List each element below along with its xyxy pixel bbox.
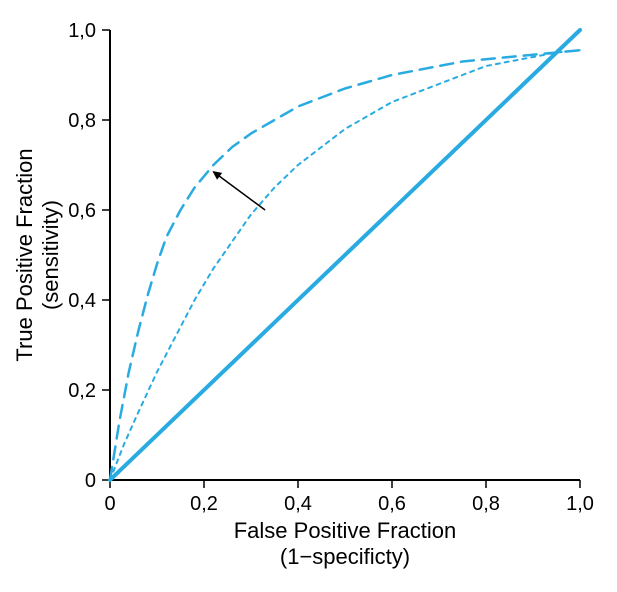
x-axis-title-2: (1−specificty) [280,544,410,569]
x-tick-label: 0,8 [472,493,500,515]
y-tick-label: 0,8 [68,110,96,132]
y-axis-title-1: True Positive Fraction [12,148,37,361]
x-tick-label: 0,4 [284,493,312,515]
y-tick-label: 0 [85,470,96,492]
y-tick-label: 0,2 [68,380,96,402]
x-tick-label: 1,0 [566,493,594,515]
chart-svg: 0 0,2 0,4 0,6 0,8 1,0 0 0,2 0,4 0,6 0,8 1,0 False Po… [0,0,617,592]
y-axis-title-2: (sensitivity) [38,200,63,310]
roc-chart: 0 0,2 0,4 0,6 0,8 1,0 0 0,2 0,4 0,6 0,8 1,0 False Po… [0,0,617,592]
x-tick-label: 0,6 [378,493,406,515]
y-tick-label: 1,0 [68,20,96,42]
y-tick-label: 0,6 [68,200,96,222]
x-tick-label: 0,2 [190,493,218,515]
x-axis-title-1: False Positive Fraction [234,518,457,543]
x-tick-label: 0 [104,493,115,515]
y-tick-label: 0,4 [68,290,96,312]
